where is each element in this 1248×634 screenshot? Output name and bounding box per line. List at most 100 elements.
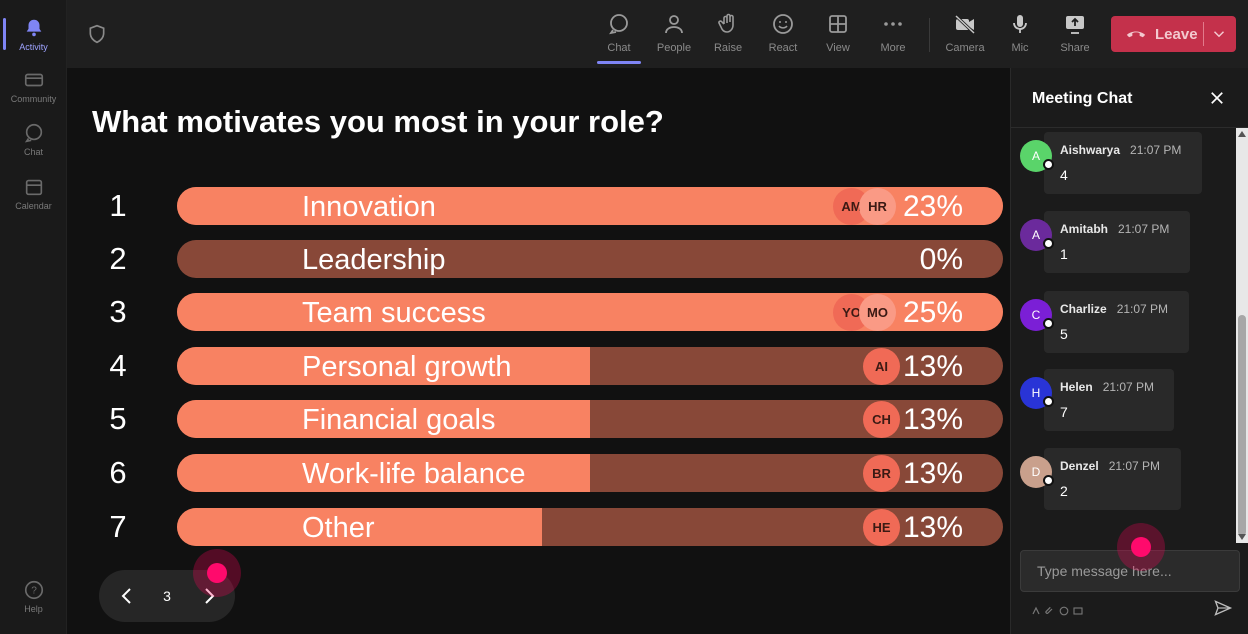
poll-option-row[interactable]: 4 Personal growth 13% AI — [92, 346, 1004, 386]
chat-scrollbar[interactable] — [1236, 128, 1248, 543]
scroll-thumb[interactable] — [1238, 315, 1246, 536]
chevron-down-icon[interactable] — [1210, 25, 1228, 43]
rail-calendar[interactable]: Calendar — [0, 167, 67, 219]
option-number: 2 — [109, 241, 127, 276]
option-number: 3 — [109, 294, 127, 329]
rail-help[interactable]: ? Help — [0, 570, 67, 622]
message-bubble[interactable]: Denzel 21:07 PM 2 — [1044, 448, 1181, 510]
option-percentage: 13% — [902, 403, 963, 436]
mic-button[interactable]: Mic — [994, 8, 1046, 64]
chevron-left-icon[interactable] — [115, 584, 139, 608]
avatar[interactable]: A — [1020, 219, 1054, 251]
status-dot — [1043, 396, 1054, 407]
scroll-up-arrow[interactable] — [1238, 131, 1246, 137]
message-bubble[interactable]: Aishwarya 21:07 PM 4 — [1044, 132, 1202, 194]
leave-separator — [1203, 22, 1204, 46]
people-button-label: People — [656, 42, 692, 54]
option-label: Innovation — [302, 191, 436, 223]
option-number: 1 — [109, 188, 127, 223]
option-bar-fill — [177, 508, 543, 546]
chat-title: Meeting Chat — [1032, 90, 1133, 107]
option-number: 5 — [109, 401, 127, 436]
view-button[interactable]: View — [812, 8, 864, 64]
message-time: 21:07 PM — [1130, 143, 1182, 157]
message-bubble[interactable]: Helen 21:07 PM 7 — [1044, 369, 1174, 431]
message-bubble[interactable]: Charlize 21:07 PM 5 — [1044, 291, 1189, 353]
smiley-icon — [773, 14, 793, 34]
chat-button-label: Chat — [607, 42, 631, 54]
avatar[interactable]: D — [1020, 456, 1054, 488]
avatar[interactable]: H — [1020, 377, 1054, 409]
camera-off-icon — [954, 14, 976, 35]
view-button-label: View — [826, 42, 850, 54]
poll-option-row[interactable]: 1 Innovation 23% AM HR — [92, 186, 1004, 226]
hand-icon — [718, 13, 734, 33]
message-time: 21:07 PM — [1102, 380, 1155, 394]
scroll-down-arrow[interactable] — [1238, 534, 1246, 540]
poll-option-row[interactable]: 7 Other 13% HE — [92, 507, 1004, 547]
avatar[interactable]: A — [1020, 140, 1054, 172]
camera-button[interactable]: Camera — [939, 8, 991, 64]
option-percentage: 25% — [902, 296, 963, 329]
message-time: 21:07 PM — [1108, 459, 1161, 473]
message-bubble[interactable]: Amitabh 21:07 PM 1 — [1044, 211, 1190, 273]
emoji-icon[interactable] — [1059, 603, 1069, 616]
people-button[interactable]: People — [648, 8, 700, 64]
voter-avatar: HE — [863, 509, 900, 546]
toolbar-divider — [929, 18, 930, 52]
more-button[interactable]: More — [867, 8, 919, 64]
chat-message-list: Aishwarya 21:07 PM 4 A Amitabh 21:07 PM 1 A Char… — [1011, 128, 1236, 543]
poll-question: What motivates you most in your role? — [92, 104, 664, 139]
chat-divider — [1011, 127, 1248, 128]
rail-chat[interactable]: Chat — [0, 113, 67, 165]
camera-button-label: Camera — [945, 42, 985, 54]
chat-message: Aishwarya 21:07 PM 4 A — [1011, 128, 1236, 194]
share-screen-icon — [1066, 16, 1084, 34]
message-time: 21:07 PM — [1116, 302, 1169, 316]
poll-option-row[interactable]: 2 Leadership 0% — [92, 239, 1004, 279]
option-bar: Work-life balance 13% BR — [177, 454, 1003, 492]
more-button-label: More — [880, 42, 906, 54]
option-bar: Personal growth 13% AI — [177, 347, 1003, 385]
voter-avatar: CH — [863, 401, 900, 438]
option-percentage: 23% — [902, 190, 963, 223]
voter-avatar: BR — [863, 455, 900, 492]
option-number: 6 — [109, 455, 127, 490]
poll-option-row[interactable]: 5 Financial goals 13% CH — [92, 399, 1004, 439]
hang-up-icon — [1126, 31, 1146, 38]
svg-text:?: ? — [31, 585, 37, 596]
shield-icon[interactable] — [87, 24, 107, 44]
more-dots-icon — [884, 22, 902, 26]
poll-option-row[interactable]: 3 Team success 25% YO MO — [92, 292, 1004, 332]
format-icon[interactable] — [1031, 603, 1041, 615]
share-button[interactable]: Share — [1049, 8, 1101, 64]
meeting-toolbar: Chat People Raise React View More Camera… — [67, 0, 1248, 68]
status-dot — [1043, 318, 1054, 329]
rail-community[interactable]: Community — [0, 60, 67, 112]
option-bar: Innovation 23% AM HR — [177, 187, 1003, 225]
message-text: 2 — [1060, 483, 1068, 499]
calendar-icon — [25, 179, 42, 195]
rail-help-label: Help — [24, 603, 43, 614]
rail-activity[interactable]: Activity — [0, 8, 67, 60]
option-bar-fill — [177, 454, 590, 492]
chat-button[interactable]: Chat — [593, 8, 645, 64]
chat-message: Helen 21:07 PM 7 H — [1011, 365, 1236, 431]
poll-stage: What motivates you most in your role? 1 I… — [67, 68, 1010, 634]
poll-option-row[interactable]: 6 Work-life balance 13% BR — [92, 453, 1004, 493]
option-bar: Other 13% HE — [177, 508, 1003, 546]
option-percentage: 0% — [919, 243, 963, 276]
message-text: 5 — [1060, 326, 1068, 342]
close-icon[interactable] — [1208, 89, 1226, 107]
avatar[interactable]: C — [1020, 299, 1054, 331]
react-button[interactable]: React — [757, 8, 809, 64]
leave-button[interactable]: Leave — [1111, 16, 1236, 52]
attach-icon[interactable] — [1045, 603, 1055, 614]
send-icon[interactable] — [1213, 598, 1233, 618]
gif-icon[interactable] — [1073, 603, 1083, 615]
message-text: 7 — [1060, 404, 1068, 420]
option-percentage: 13% — [902, 457, 963, 490]
share-button-label: Share — [1060, 42, 1090, 54]
chat-message: Charlize 21:07 PM 5 C — [1011, 287, 1236, 353]
raise-hand-button[interactable]: Raise — [702, 8, 754, 64]
